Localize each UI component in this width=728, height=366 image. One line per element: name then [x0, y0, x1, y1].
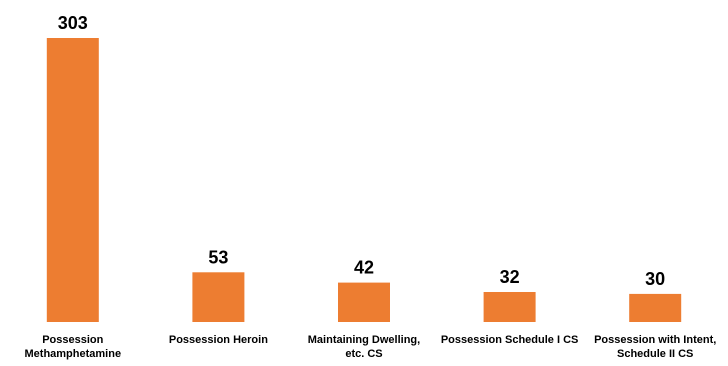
- category-label-4: Possession Schedule I CS: [441, 334, 579, 346]
- category-labels-layer: Possession Methamphetamine Possession Hero…: [25, 334, 717, 360]
- bar-5: [629, 293, 682, 322]
- bar-4: [483, 292, 536, 322]
- category-label-2: Possession Heroin: [169, 334, 268, 346]
- category-label-2-line-1: Possession Heroin: [169, 334, 268, 346]
- category-label-1-line-1: Possession: [42, 334, 103, 346]
- bar-2: [192, 272, 245, 322]
- bar-3: [338, 282, 390, 322]
- category-label-3-line-2: etc. CS: [345, 348, 382, 360]
- category-label-5-line-2: Schedule II CS: [617, 348, 693, 360]
- data-label-3: 42: [354, 258, 374, 278]
- bar-1: [46, 38, 99, 322]
- category-label-1-line-2: Methamphetamine: [25, 348, 122, 360]
- category-label-1: Possession Methamphetamine: [25, 334, 122, 360]
- data-label-1: 303: [58, 13, 88, 33]
- category-label-5: Possession with Intent, Schedule II CS: [594, 334, 716, 360]
- category-label-5-line-1: Possession with Intent,: [594, 334, 716, 346]
- category-label-3: Maintaining Dwelling, etc. CS: [308, 334, 420, 360]
- bars-layer: [46, 38, 682, 322]
- category-label-3-line-1: Maintaining Dwelling,: [308, 334, 420, 346]
- value-labels-layer: 303 53 42 32 30: [58, 13, 665, 289]
- category-label-4-line-1: Possession Schedule I CS: [441, 334, 579, 346]
- data-label-5: 30: [645, 269, 665, 289]
- data-label-4: 32: [500, 267, 520, 287]
- data-label-2: 53: [208, 247, 228, 267]
